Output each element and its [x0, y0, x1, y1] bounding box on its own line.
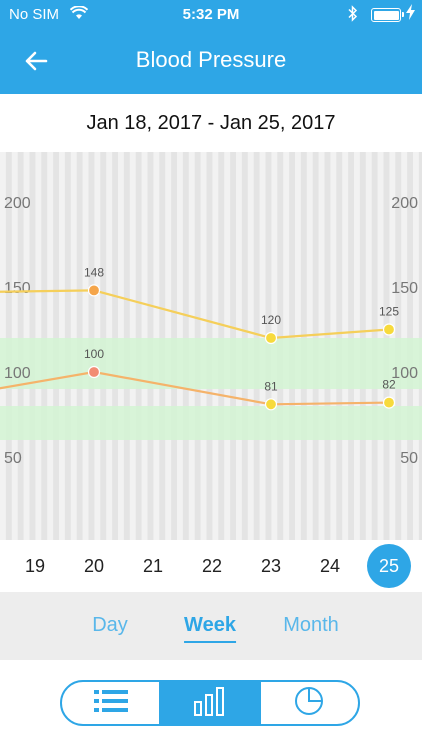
- period-tabs: Day Week Month: [0, 592, 422, 660]
- bluetooth-icon: [348, 5, 358, 26]
- data-label: 82: [382, 378, 396, 392]
- day-item-24[interactable]: 24: [319, 556, 341, 576]
- blood-pressure-chart: 200 200 150 150 100 100 50 50 148 120 125 100 81 82: [0, 152, 422, 540]
- day-item-19[interactable]: 19: [24, 556, 46, 576]
- normal-range-band: [0, 406, 422, 440]
- day-item-25[interactable]: 25: [367, 544, 411, 588]
- y-tick-label-right: 200: [391, 195, 418, 212]
- list-view-button[interactable]: [62, 682, 159, 724]
- data-label: 148: [84, 265, 104, 279]
- series-line-1: [0, 289, 390, 340]
- carrier-label: No SIM: [9, 6, 60, 23]
- bar-chart-icon: [193, 686, 227, 721]
- page-title: Blood Pressure: [135, 47, 287, 72]
- chart-view-button[interactable]: [159, 682, 259, 724]
- day-item-21[interactable]: 21: [142, 556, 164, 576]
- data-point: [87, 365, 101, 379]
- navigation-bar: Blood Pressure: [0, 28, 422, 94]
- day-selector: 19 20 21 22 23 24 25: [0, 540, 422, 592]
- y-tick-label-left: 100: [4, 365, 31, 382]
- data-label: 120: [261, 313, 281, 327]
- status-time: 5:32 PM: [182, 6, 240, 23]
- date-range-label: Jan 18, 2017 - Jan 25, 2017: [0, 94, 422, 152]
- data-label: 125: [379, 305, 399, 319]
- y-tick-label-right: 150: [391, 280, 418, 297]
- data-point: [87, 284, 101, 297]
- list-icon: [93, 688, 129, 719]
- back-arrow-icon[interactable]: [22, 46, 52, 76]
- data-label: 100: [84, 347, 104, 361]
- status-bar: No SIM 5:32 PM: [0, 0, 422, 28]
- tab-month[interactable]: Month: [283, 614, 339, 636]
- data-point: [382, 396, 396, 409]
- data-point: [264, 331, 278, 345]
- y-tick-label-right: 100: [391, 365, 418, 382]
- pie-chart-icon: [293, 685, 325, 722]
- data-point: [264, 398, 278, 411]
- y-tick-label-left: 200: [4, 195, 31, 212]
- wifi-icon: [69, 5, 89, 24]
- view-switch: [60, 680, 360, 726]
- y-tick-label-right: 50: [400, 450, 418, 467]
- tab-week[interactable]: Week: [184, 614, 236, 643]
- data-label: 81: [264, 379, 278, 393]
- day-item-22[interactable]: 22: [201, 556, 223, 576]
- normal-range-band: [0, 338, 422, 389]
- day-item-23[interactable]: 23: [260, 556, 282, 576]
- series-line-2: [0, 370, 390, 406]
- charging-bolt-icon: [406, 4, 415, 23]
- summary-view-button[interactable]: [258, 682, 358, 724]
- y-tick-label-left: 50: [4, 450, 22, 467]
- bottom-toolbar: [0, 660, 422, 750]
- data-point: [382, 323, 396, 336]
- battery-icon: [371, 8, 404, 22]
- day-item-20[interactable]: 20: [83, 556, 105, 576]
- tab-day[interactable]: Day: [92, 614, 128, 636]
- y-tick-label-left: 150: [4, 280, 31, 297]
